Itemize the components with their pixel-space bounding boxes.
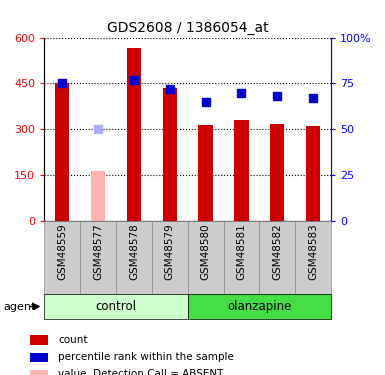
Bar [127, 48, 141, 221]
Bar [91, 171, 105, 221]
Text: GSM48582: GSM48582 [272, 224, 282, 280]
Bar [80, 221, 116, 294]
Text: GSM48583: GSM48583 [308, 224, 318, 280]
Text: GSM48579: GSM48579 [165, 224, 175, 280]
Text: GSM48580: GSM48580 [201, 224, 211, 280]
Bar [55, 83, 69, 221]
Title: GDS2608 / 1386054_at: GDS2608 / 1386054_at [107, 21, 268, 35]
Text: GSM48559: GSM48559 [57, 224, 67, 280]
Text: agent: agent [4, 302, 36, 312]
Bar [306, 126, 320, 221]
Bar [30, 335, 48, 345]
Bar [152, 221, 188, 294]
Bar [198, 125, 213, 221]
Bar [44, 294, 188, 319]
Text: GSM48577: GSM48577 [93, 224, 103, 280]
Bar [30, 370, 48, 375]
Text: control: control [95, 300, 136, 313]
Bar [30, 352, 48, 362]
Bar [224, 221, 259, 294]
Text: olanzapine: olanzapine [227, 300, 291, 313]
Text: percentile rank within the sample: percentile rank within the sample [58, 352, 234, 362]
Bar [295, 221, 331, 294]
Bar [270, 124, 285, 221]
Bar [188, 221, 224, 294]
Text: GSM48581: GSM48581 [236, 224, 246, 280]
Bar [188, 294, 331, 319]
Text: GSM48578: GSM48578 [129, 224, 139, 280]
Bar [234, 120, 249, 221]
Bar [116, 221, 152, 294]
Bar [259, 221, 295, 294]
Text: count: count [58, 335, 88, 345]
Text: value, Detection Call = ABSENT: value, Detection Call = ABSENT [58, 369, 224, 375]
Bar [44, 221, 80, 294]
Bar [162, 88, 177, 221]
